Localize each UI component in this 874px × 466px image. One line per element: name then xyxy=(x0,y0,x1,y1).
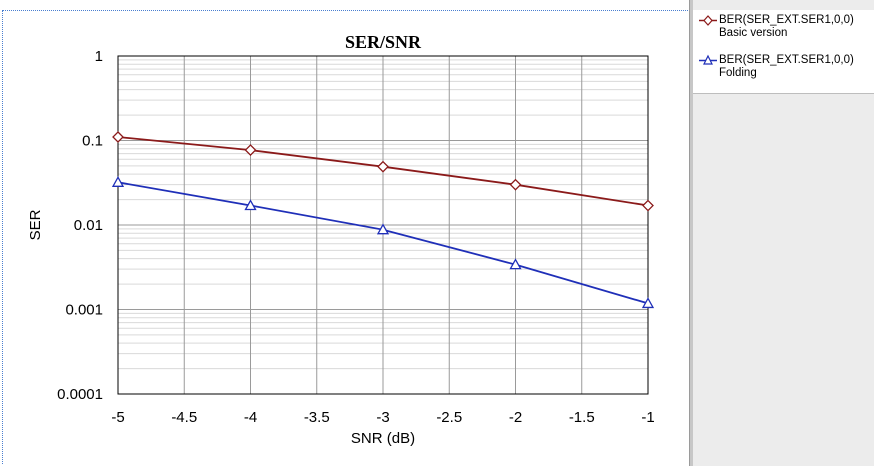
legend-label-folding-line1: BER(SER_EXT.SER1,0,0) xyxy=(719,54,854,66)
y-tick-label: 0.1 xyxy=(82,133,103,150)
triangle-marker xyxy=(111,175,125,187)
chart-title: SER/SNR xyxy=(345,32,422,52)
legend-label-folding-line2: Folding xyxy=(719,67,757,79)
triangle-marker xyxy=(641,297,655,309)
diamond-marker xyxy=(509,178,522,191)
frame-divider[interactable] xyxy=(689,0,693,466)
tick-labels: -5 -4.5 -4 -3.5 -3 -2.5 -2 -1.5 -1 1 0.1 0.01 0.001 0… xyxy=(57,48,655,426)
plot-frame xyxy=(2,10,690,464)
chart: -5 -4.5 -4 -3.5 -3 -2.5 -2 -1.5 -1 1 0.1 0.01 0.001 0… xyxy=(27,32,655,447)
diamond-marker-icon xyxy=(699,15,717,26)
series-triangle xyxy=(111,175,655,309)
diamond-marker xyxy=(642,199,654,212)
diamond-marker xyxy=(244,144,257,157)
y-tick-label: 0.0001 xyxy=(57,386,103,403)
y-tick-label: 0.001 xyxy=(65,302,103,319)
triangle-marker-icon xyxy=(699,54,717,65)
x-tick-label: -2.5 xyxy=(436,409,462,426)
grid xyxy=(117,55,649,395)
diamond-marker xyxy=(112,131,124,143)
x-tick-label: -5 xyxy=(111,409,124,426)
x-tick-label: -1.5 xyxy=(569,409,595,426)
triangle-marker xyxy=(376,223,390,235)
x-tick-label: -2 xyxy=(509,409,522,426)
legend-label-basic-line1: BER(SER_EXT.SER1,0,0) xyxy=(719,14,854,26)
y-tick-label: 1 xyxy=(95,48,103,65)
x-tick-label: -3.5 xyxy=(304,409,330,426)
y-axis-title: SER xyxy=(27,209,44,240)
legend-label-basic-line2: Basic version xyxy=(719,27,788,39)
x-axis-title: SNR (dB) xyxy=(351,430,415,447)
diamond-marker xyxy=(377,160,389,173)
x-tick-label: -4 xyxy=(244,409,257,426)
y-tick-label: 0.01 xyxy=(74,217,103,234)
x-tick-label: -1 xyxy=(641,409,654,426)
series-diamond xyxy=(112,131,654,212)
triangle-marker xyxy=(509,258,522,270)
plot-border xyxy=(117,55,649,395)
series-layer xyxy=(111,131,655,309)
x-tick-label: -4.5 xyxy=(171,409,197,426)
legend: BER(SER_EXT.SER1,0,0) Basic version BER(… xyxy=(693,10,874,94)
x-tick-label: -3 xyxy=(376,409,389,426)
triangle-marker xyxy=(244,199,257,211)
